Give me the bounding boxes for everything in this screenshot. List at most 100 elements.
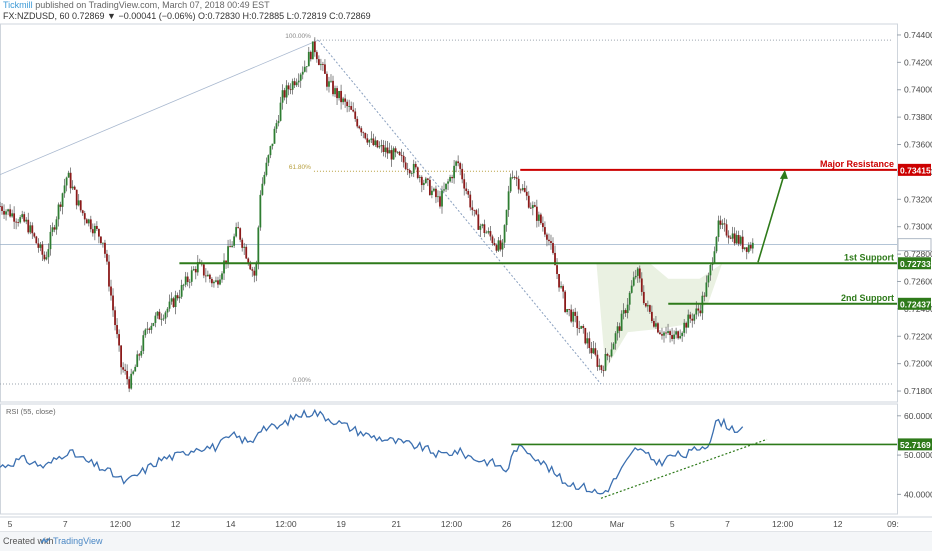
candle-body (675, 331, 678, 335)
time-tick-label: 12:00 (551, 519, 573, 529)
candle-body (51, 227, 54, 232)
candle-body (751, 242, 754, 249)
candle-body (313, 41, 316, 53)
candle-body (41, 244, 44, 255)
candle-body (338, 90, 340, 99)
candle-body (289, 89, 292, 91)
candle-body (717, 220, 720, 238)
candle-body (342, 98, 345, 103)
candle-body (299, 74, 302, 81)
level-price-label: 0.72733 (900, 259, 931, 269)
candle-body (445, 183, 447, 190)
candle-body (747, 245, 750, 252)
candle-body (570, 309, 573, 322)
candle-body (231, 245, 233, 248)
candle-body (174, 295, 177, 308)
candle-body (63, 185, 66, 194)
candle-body (495, 245, 498, 251)
candle-body (378, 146, 381, 148)
candle-body (33, 233, 36, 237)
candle-body (735, 235, 738, 244)
fib-level-label: 0.00% (293, 377, 312, 384)
candle-body (29, 225, 32, 233)
candle-body (150, 325, 153, 330)
candle-body (211, 278, 213, 284)
candle-body (616, 326, 619, 334)
candle-body (126, 370, 129, 380)
level-label: Major Resistance (820, 159, 894, 169)
candle-body (537, 214, 540, 221)
candle-body (243, 246, 246, 248)
candle-body (685, 322, 688, 328)
candle-body (112, 295, 114, 311)
candle-body (388, 150, 391, 154)
candle-body (590, 348, 593, 354)
candle-body (606, 353, 609, 356)
candle-body (729, 237, 732, 239)
candle-body (689, 314, 692, 319)
candle-body (707, 275, 710, 283)
candle-body (669, 331, 671, 336)
price-tick-label: 0.74200 (904, 57, 932, 67)
level-label: 1st Support (844, 252, 894, 262)
candle-body (412, 163, 415, 174)
candle-body (120, 345, 122, 368)
candle-body (5, 211, 7, 215)
candle-body (404, 162, 407, 170)
candle-body (396, 151, 399, 153)
author-link[interactable]: Tickmill (3, 0, 33, 10)
candle-body (13, 213, 16, 222)
candle-body (539, 214, 542, 224)
candle-body (673, 334, 675, 339)
candle-body (25, 219, 28, 222)
candle-body (632, 277, 635, 286)
candle-body (271, 143, 274, 147)
candle-body (263, 174, 266, 184)
time-tick-label: 21 (392, 519, 402, 529)
support-zone-fill (596, 263, 723, 370)
candle-body (297, 80, 300, 83)
time-tick-label: 5 (670, 519, 675, 529)
last-price-box (897, 238, 932, 252)
candle-body (225, 260, 227, 263)
candle-body (340, 90, 342, 103)
tradingview-brand[interactable]: TradingView (53, 536, 103, 546)
candle-body (356, 118, 359, 127)
candle-body (301, 71, 304, 75)
candle-body (471, 207, 474, 210)
candle-body (206, 274, 209, 277)
candle-body (307, 51, 310, 67)
candle-body (354, 111, 357, 119)
candle-body (671, 335, 673, 339)
candle-body (31, 225, 34, 234)
candle-body (493, 242, 496, 246)
candle-body (71, 186, 74, 189)
candle-body (644, 303, 647, 307)
candle-body (267, 155, 270, 163)
candle-body (636, 268, 639, 276)
time-tick-label: Mar (610, 519, 625, 529)
candle-body (148, 328, 151, 330)
candle-body (104, 242, 106, 254)
candle-body (67, 172, 70, 178)
candle-body (259, 194, 262, 228)
candle-body (406, 169, 409, 171)
candle-body (743, 247, 746, 249)
candle-body (576, 315, 579, 329)
candle-body (426, 178, 429, 180)
candle-body (725, 224, 728, 236)
candle-body (483, 224, 486, 233)
candle-body (39, 244, 42, 248)
candle-body (659, 332, 661, 335)
candle-body (180, 285, 183, 297)
candle-body (146, 328, 149, 330)
time-tick-label: 26 (502, 519, 512, 529)
candle-body (392, 148, 395, 160)
candle-body (414, 163, 417, 168)
candle-body (237, 227, 240, 229)
candle-body (136, 354, 139, 367)
rsi-level-box (898, 438, 932, 451)
candle-body (287, 85, 290, 90)
candle-body (124, 369, 127, 371)
candle-body (703, 295, 706, 297)
